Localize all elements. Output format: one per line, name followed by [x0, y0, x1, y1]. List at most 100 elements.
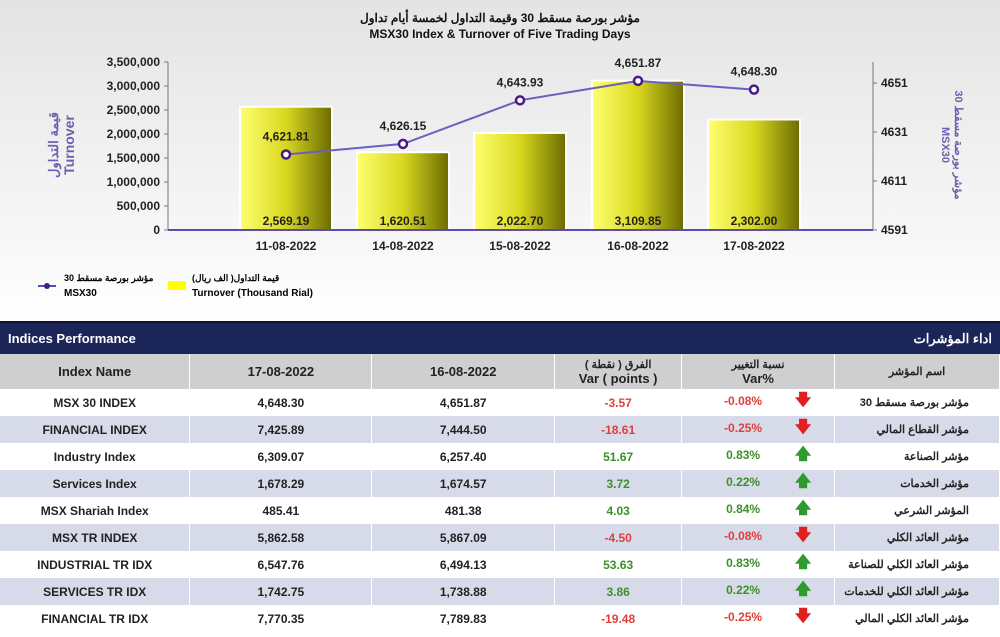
index-name[interactable]: Industry Index: [0, 443, 191, 470]
index-name-ar: مؤشر بورصة مسقط 30: [834, 389, 1000, 416]
value-date-1: 6,547.76: [189, 551, 373, 578]
var-points: 3.72: [554, 470, 683, 497]
right-tick-label: 4631: [881, 125, 908, 139]
var-pct-cell: 0.22% 🡅: [681, 578, 836, 605]
left-tick-label: 0: [153, 223, 160, 237]
var-pct: -0.08%: [724, 529, 763, 543]
msx30-value-label: 4,626.15: [380, 119, 427, 133]
right-tick-label: 4611: [881, 174, 907, 188]
legend-turnover-swatch: [168, 281, 186, 290]
panel-title: Indices Performance: [8, 331, 136, 346]
var-points: 53.63: [554, 551, 683, 578]
value-date-1: 7,770.35: [189, 605, 373, 632]
arrow-up-icon: 🡅: [794, 500, 812, 517]
msx30-point: [397, 138, 409, 150]
value-date-1: 6,309.07: [189, 443, 373, 470]
table-row: MSX Shariah Index 485.41 481.38 4.03 0.84% 🡅 ا…: [0, 497, 1000, 524]
table-row: Services Index 1,678.29 1,674.57 3.72 0.22% 🡅…: [0, 470, 1000, 497]
var-pct: 0.22%: [726, 583, 761, 597]
x-tick-label: 16-08-2022: [607, 239, 669, 253]
value-date-2: 6,257.40: [371, 443, 556, 470]
bar-value-label: 1,620.51: [380, 214, 427, 228]
value-date-2: 1,738.88: [371, 578, 556, 605]
index-name-ar: مؤشر الخدمات: [834, 470, 1000, 497]
index-name[interactable]: INDUSTRIAL TR IDX: [0, 551, 191, 578]
index-name[interactable]: MSX 30 INDEX: [0, 389, 191, 416]
value-date-2: 7,789.83: [371, 605, 556, 632]
legend-msx30: MSX30: [64, 288, 97, 299]
header-var-pct: نسبة التغيير Var%: [681, 354, 836, 389]
legend-turnover-ar: قيمة التداول( الف ريال): [192, 273, 279, 284]
x-tick-label: 15-08-2022: [489, 239, 551, 253]
value-date-1: 1,678.29: [189, 470, 373, 497]
index-name[interactable]: MSX TR INDEX: [0, 524, 191, 551]
value-date-2: 5,867.09: [371, 524, 556, 551]
left-tick-label: 1,000,000: [107, 175, 161, 189]
var-points: 51.67: [554, 443, 683, 470]
index-name[interactable]: Services Index: [0, 470, 191, 497]
index-name[interactable]: SERVICES TR IDX: [0, 578, 191, 605]
bar-value-label: 2,569.19: [263, 214, 310, 228]
header-date-2: 16-08-2022: [371, 354, 556, 389]
var-points: 3.86: [554, 578, 683, 605]
msx30-value-label: 4,643.93: [497, 75, 544, 89]
header-date-1: 17-08-2022: [189, 354, 373, 389]
arrow-down-icon: 🡇: [794, 419, 812, 436]
indices-table: Index Name 17-08-2022 16-08-2022 الفرق (…: [0, 354, 1000, 632]
legend-msx30-ar: مؤشر بورصة مسقط 30: [64, 273, 154, 284]
index-name[interactable]: MSX Shariah Index: [0, 497, 191, 524]
turnover-bar: [707, 118, 801, 231]
left-axis-label: Turnover: [61, 115, 77, 175]
value-date-2: 6,494.13: [371, 551, 556, 578]
turnover-index-chart: مؤشر بورصة مسقط 30 وقيمة التداول لخمسة أ…: [0, 0, 1000, 320]
index-name-ar: مؤشر العائد الكلي للخدمات: [834, 578, 1000, 605]
header-index-name-ar: اسم المؤشر: [834, 354, 1000, 389]
index-name-ar: المؤشر الشرعي: [834, 497, 1000, 524]
var-pct: 0.84%: [726, 502, 761, 516]
var-points: -4.50: [554, 524, 683, 551]
var-pct-cell: -0.08% 🡇: [681, 524, 836, 551]
index-name[interactable]: FINANCIAL INDEX: [0, 416, 191, 443]
left-tick-label: 3,000,000: [107, 79, 161, 93]
table-row: MSX TR INDEX 5,862.58 5,867.09 -4.50 -0.08% 🡇…: [0, 524, 1000, 551]
left-tick-label: 3,500,000: [107, 55, 161, 69]
index-name-ar: مؤشر الصناعة: [834, 443, 1000, 470]
value-date-2: 481.38: [371, 497, 556, 524]
header-var-points: الفرق ( نقطة ) Var ( points ): [554, 354, 683, 389]
var-points: 4.03: [554, 497, 683, 524]
x-tick-label: 14-08-2022: [372, 239, 434, 253]
left-tick-label: 2,500,000: [107, 103, 161, 117]
x-tick-label: 17-08-2022: [723, 239, 785, 253]
msx30-value-label: 4,648.30: [731, 65, 778, 79]
var-points: -18.61: [554, 416, 683, 443]
right-axis-label: MSX30: [939, 127, 951, 163]
index-name-ar: مؤشر العائد الكلي: [834, 524, 1000, 551]
table-row: MSX 30 INDEX 4,648.30 4,651.87 -3.57 -0.08% 🡇…: [0, 389, 1000, 416]
arrow-down-icon: 🡇: [794, 608, 812, 625]
var-pct-cell: 0.83% 🡅: [681, 551, 836, 578]
left-tick-label: 1,500,000: [107, 151, 161, 165]
bar-value-label: 3,109.85: [615, 214, 662, 228]
var-pct: -0.25%: [724, 421, 763, 435]
value-date-1: 1,742.75: [189, 578, 373, 605]
right-tick-label: 4651: [881, 76, 908, 90]
turnover-bar: [591, 79, 685, 231]
arrow-down-icon: 🡇: [794, 527, 812, 544]
var-pct: 0.83%: [726, 448, 761, 462]
var-pct: -0.25%: [724, 610, 763, 624]
var-pct-cell: 0.22% 🡅: [681, 470, 836, 497]
index-name[interactable]: FINANCIAL TR IDX: [0, 605, 191, 632]
var-pct-cell: 0.83% 🡅: [681, 443, 836, 470]
panel-title-ar: اداء المؤشرات: [913, 330, 992, 346]
table-row: INDUSTRIAL TR IDX 6,547.76 6,494.13 53.63 0.…: [0, 551, 1000, 578]
msx30-value-label: 4,651.87: [615, 56, 662, 70]
msx30-point: [748, 84, 760, 95]
var-pct-cell: -0.25% 🡇: [681, 605, 836, 632]
arrow-up-icon: 🡅: [794, 581, 812, 598]
left-axis-label-ar: قيمة التداول: [46, 112, 62, 178]
var-pct-cell: -0.25% 🡇: [681, 416, 836, 443]
bar-value-label: 2,302.00: [731, 214, 778, 228]
msx30-point: [514, 95, 526, 106]
left-tick-label: 2,000,000: [107, 127, 161, 141]
value-date-1: 5,862.58: [189, 524, 373, 551]
